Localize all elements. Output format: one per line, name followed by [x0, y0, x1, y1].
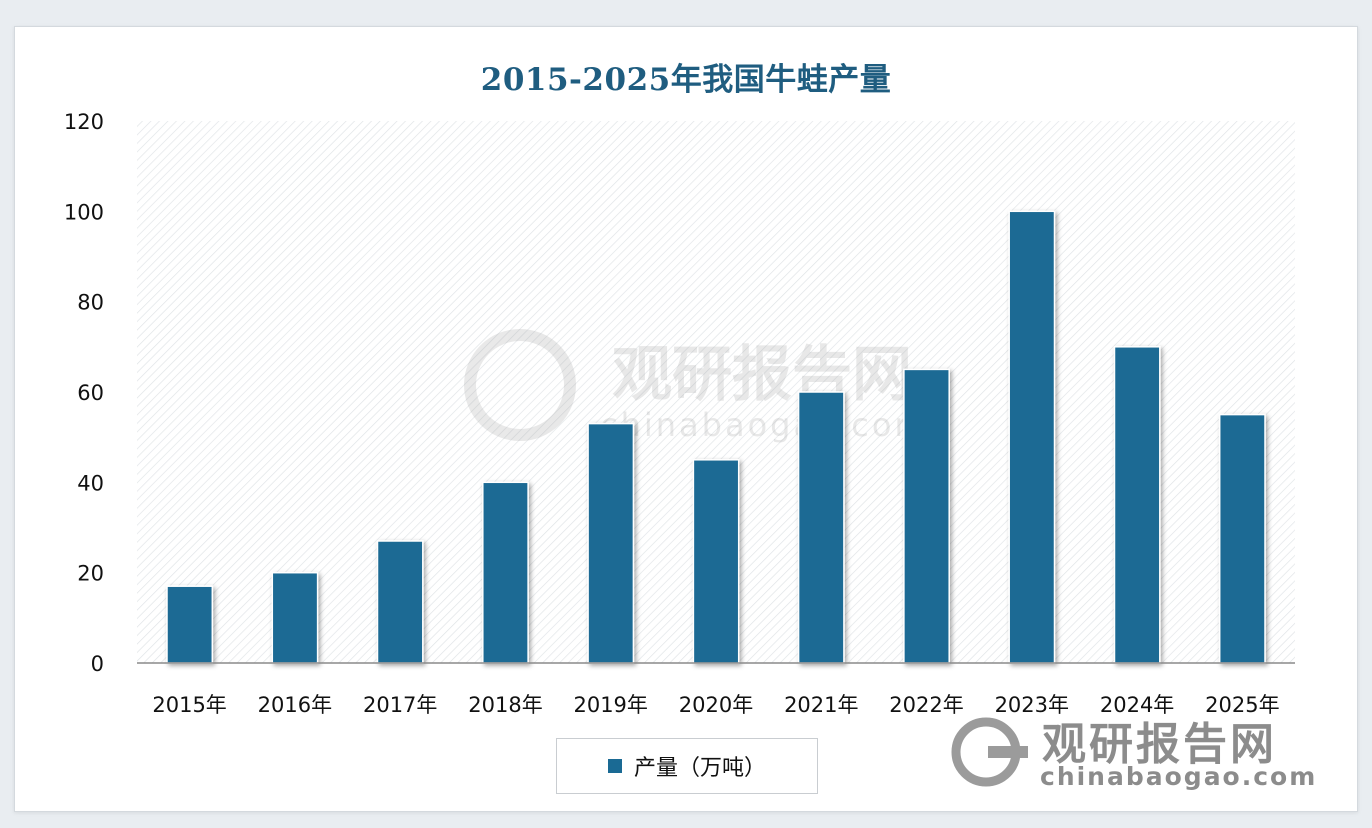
x-tick-label: 2022年 [889, 693, 963, 717]
x-tick-label: 2021年 [784, 693, 858, 717]
legend-swatch [607, 759, 622, 773]
y-tick-label: 0 [91, 652, 104, 676]
bar-2018年 [482, 481, 529, 664]
bar-2024年 [1113, 346, 1161, 664]
bar-2016年 [271, 571, 319, 664]
x-tick-label: 2016年 [258, 693, 332, 717]
center-watermark-main: 观研报告网 [612, 340, 912, 410]
bar-2019年 [587, 422, 635, 664]
watermark-url: chinabaogao.com [1040, 762, 1318, 791]
x-tick-label: 2019年 [573, 693, 647, 717]
y-tick-label: 60 [77, 381, 104, 405]
watermark-text: 观研报告网 [1042, 719, 1277, 770]
x-tick-label: 2018年 [468, 693, 542, 717]
x-tick-label: 2015年 [152, 693, 226, 717]
bar-2023年 [1008, 210, 1056, 664]
y-tick-label: 40 [77, 471, 104, 495]
x-tick-label: 2024年 [1100, 693, 1174, 717]
center-watermark: 观研报告网 chinabaogao.com [464, 329, 929, 444]
bar-2015年 [166, 585, 214, 664]
y-tick-label: 100 [64, 200, 104, 224]
bar-2017年 [376, 540, 424, 664]
center-watermark-sub: chinabaogao.com [600, 406, 929, 444]
x-tick-label: 2023年 [995, 693, 1069, 717]
bar-2025年 [1218, 413, 1266, 664]
legend: 产量（万吨） [556, 738, 818, 794]
watermark-logo-icon [951, 717, 1028, 787]
y-tick-label: 80 [77, 291, 104, 315]
y-tick-label: 120 [64, 110, 104, 134]
legend-label: 产量（万吨） [633, 756, 766, 781]
bar-2020年 [692, 459, 740, 664]
bar-2022年 [903, 368, 950, 664]
x-tick-label: 2025年 [1205, 693, 1279, 717]
chart-title: 2015-2025年我国牛蛙产量 [480, 62, 892, 98]
x-tick-label: 2020年 [679, 693, 753, 717]
y-tick-label: 20 [77, 562, 104, 586]
bar-2021年 [797, 391, 845, 664]
x-tick-label: 2017年 [363, 693, 437, 717]
